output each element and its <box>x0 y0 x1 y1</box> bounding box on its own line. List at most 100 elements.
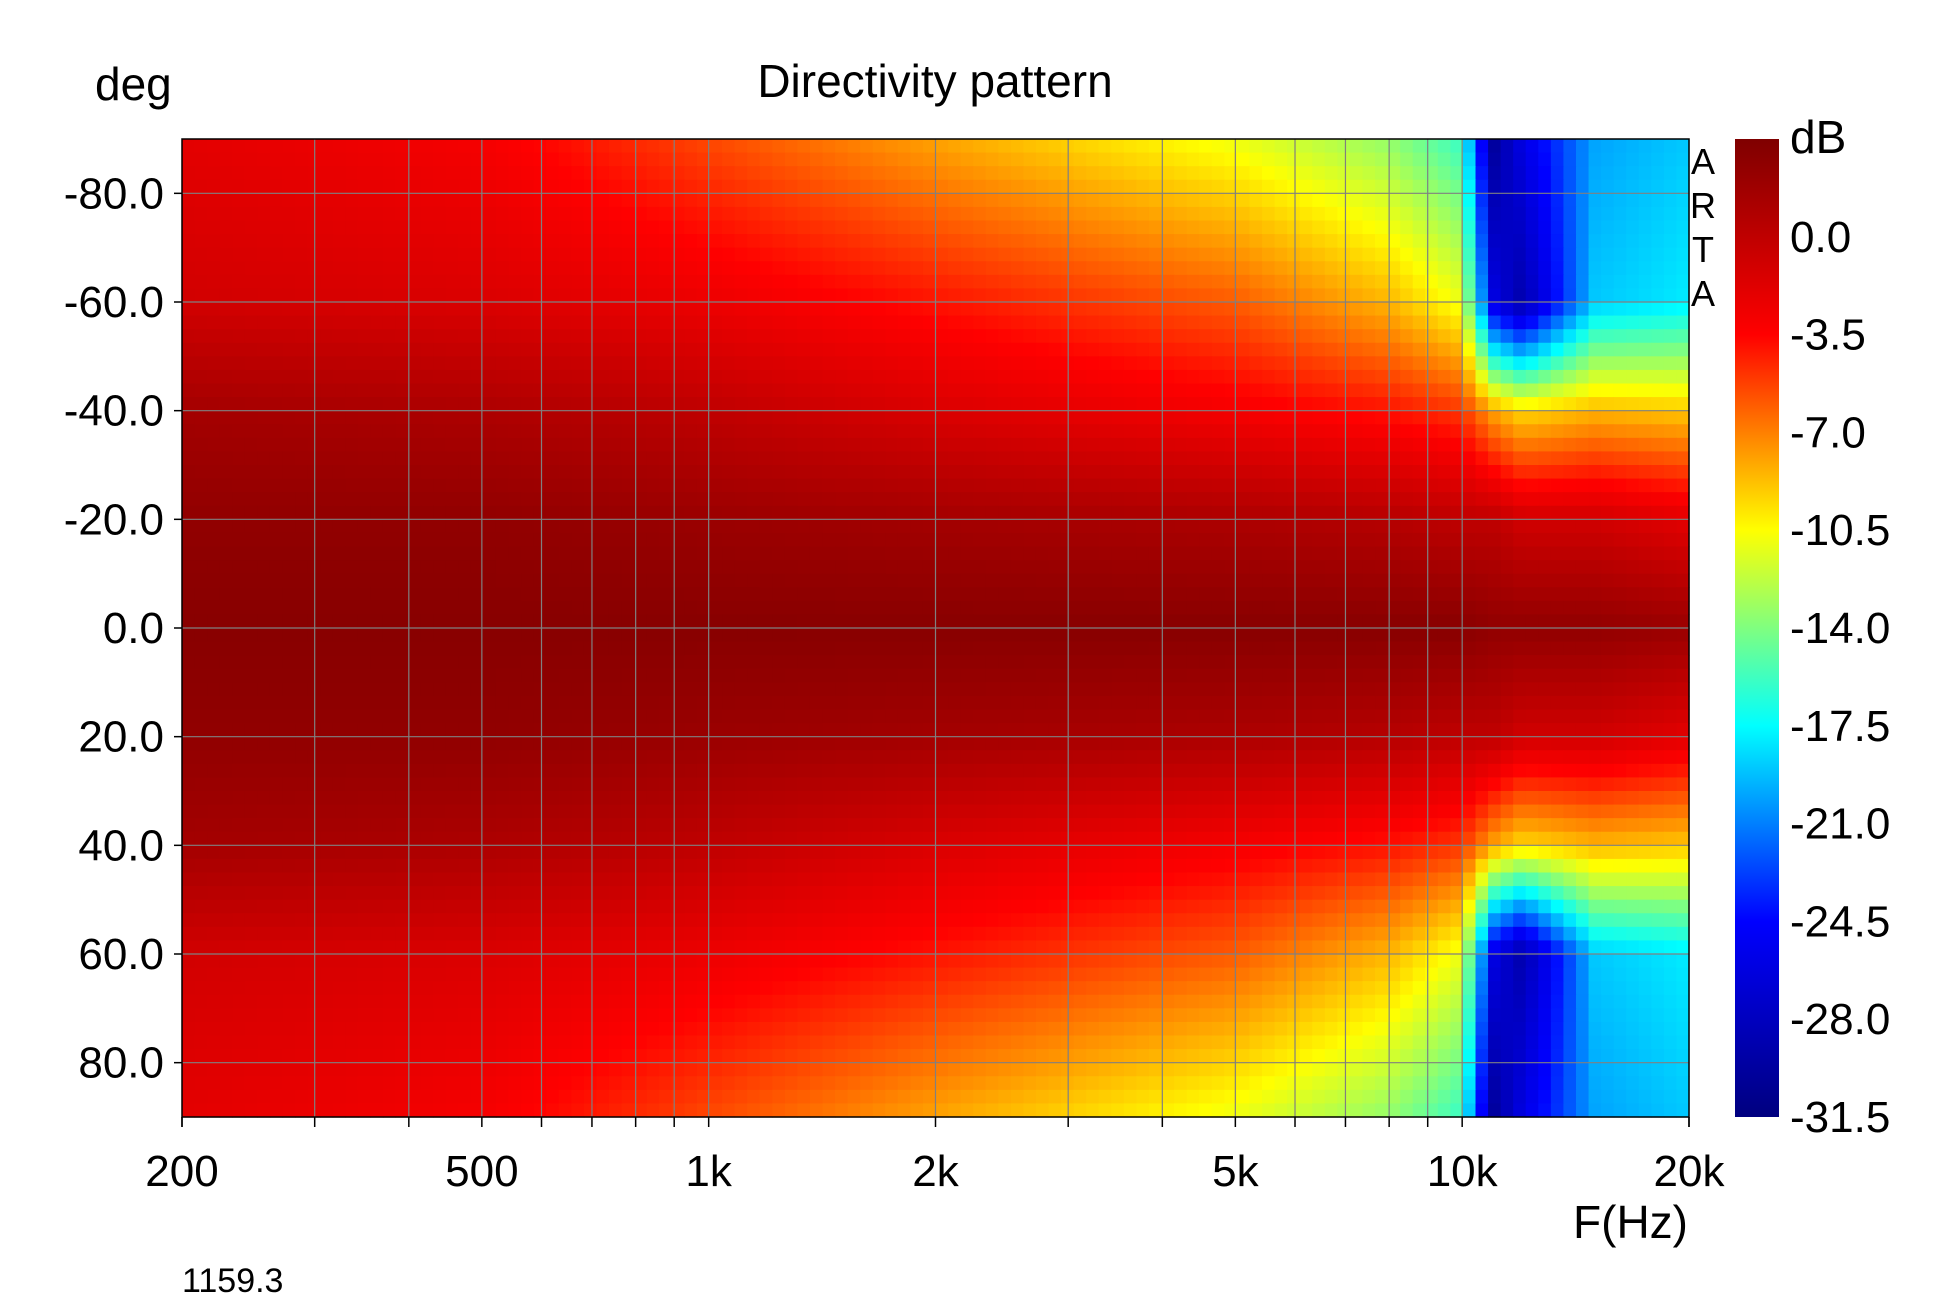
heatmap-cell <box>1601 614 1615 629</box>
heatmap-cell <box>244 206 258 222</box>
heatmap-cell <box>709 302 723 317</box>
heatmap-cell <box>1274 261 1288 276</box>
heatmap-cell <box>608 519 623 534</box>
heatmap-cell <box>1136 424 1150 439</box>
heatmap-cell <box>1287 206 1301 222</box>
heatmap-cell <box>1349 437 1364 453</box>
heatmap-cell <box>1550 614 1565 629</box>
heatmap-cell <box>1575 274 1590 290</box>
heatmap-cell <box>1023 655 1037 670</box>
heatmap-cell <box>1148 193 1163 208</box>
heatmap-cell <box>257 410 271 425</box>
heatmap-cell <box>370 193 384 208</box>
heatmap-cell <box>772 302 786 317</box>
heatmap-cell <box>1274 166 1288 181</box>
heatmap-cell <box>1324 465 1338 480</box>
heatmap-cell <box>1262 383 1276 398</box>
heatmap-cell <box>1010 614 1025 629</box>
heatmap-cell <box>1601 139 1615 154</box>
heatmap-cell <box>709 166 723 181</box>
heatmap-cell <box>1174 342 1188 357</box>
heatmap-cell <box>370 152 384 167</box>
heatmap-cell <box>533 478 547 493</box>
heatmap-cell <box>207 451 221 466</box>
heatmap-cell <box>1638 315 1652 330</box>
heatmap-cell <box>408 356 422 371</box>
heatmap-cell <box>948 695 962 711</box>
heatmap-cell <box>1035 383 1050 398</box>
heatmap-cell <box>269 451 284 466</box>
heatmap-cell <box>1651 546 1665 561</box>
heatmap-cell <box>696 451 711 466</box>
heatmap-cell <box>244 437 258 453</box>
heatmap-cell <box>1324 492 1338 507</box>
heatmap-cell <box>1073 655 1087 670</box>
heatmap-cell <box>1538 668 1552 683</box>
heatmap-cell <box>835 628 849 643</box>
heatmap-cell <box>1387 655 1401 670</box>
heatmap-cell <box>1663 288 1678 303</box>
heatmap-cell <box>935 668 949 683</box>
heatmap-cell <box>1337 505 1351 520</box>
heatmap-cell <box>998 505 1012 520</box>
heatmap-cell <box>1262 573 1276 588</box>
heatmap-cell <box>973 302 987 317</box>
heatmap-cell <box>596 532 610 548</box>
heatmap-cell <box>772 614 786 629</box>
heatmap-area <box>182 139 1690 1118</box>
heatmap-cell <box>269 261 284 276</box>
heatmap-cell <box>257 234 271 249</box>
heatmap-cell <box>558 424 572 439</box>
heatmap-cell <box>985 234 999 249</box>
heatmap-cell <box>671 397 685 412</box>
heatmap-cell <box>1048 329 1062 344</box>
heatmap-cell <box>1249 682 1263 697</box>
heatmap-cell <box>1161 369 1175 385</box>
heatmap-cell <box>722 274 736 290</box>
heatmap-cell <box>671 302 685 317</box>
heatmap-cell <box>985 315 999 330</box>
heatmap-cell <box>973 288 987 303</box>
heatmap-cell <box>684 600 698 616</box>
heatmap-cell <box>1148 234 1163 249</box>
heatmap-cell <box>1462 668 1477 683</box>
heatmap-cell <box>1324 166 1338 181</box>
heatmap-cell <box>596 247 610 262</box>
heatmap-cell <box>194 166 208 181</box>
heatmap-cell <box>1663 274 1678 290</box>
heatmap-cell <box>822 695 836 711</box>
heatmap-cell <box>1023 451 1037 466</box>
heatmap-cell <box>357 342 371 357</box>
heatmap-cell <box>1626 274 1640 290</box>
heatmap-cell <box>659 139 673 154</box>
heatmap-cell <box>182 220 196 235</box>
heatmap-cell <box>395 220 409 235</box>
heatmap-cell <box>232 139 246 154</box>
heatmap-cell <box>357 628 371 643</box>
heatmap-cell <box>257 193 271 208</box>
heatmap-cell <box>433 560 447 575</box>
heatmap-cell <box>1111 342 1125 357</box>
heatmap-cell <box>973 695 987 711</box>
heatmap-cell <box>985 369 999 385</box>
heatmap-cell <box>1425 288 1439 303</box>
heatmap-cell <box>1488 329 1502 344</box>
heatmap-cell <box>1450 261 1464 276</box>
heatmap-cell <box>1111 261 1125 276</box>
heatmap-cell <box>483 247 497 262</box>
heatmap-cell <box>244 261 258 276</box>
heatmap-cell <box>470 532 484 548</box>
heatmap-cell <box>1626 492 1640 507</box>
heatmap-cell <box>1010 532 1025 548</box>
heatmap-cell <box>1676 410 1690 425</box>
heatmap-cell <box>1111 424 1125 439</box>
heatmap-cell <box>872 695 886 711</box>
heatmap-cell <box>1575 532 1590 548</box>
heatmap-cell <box>1148 682 1163 697</box>
heatmap-cell <box>1663 166 1678 181</box>
heatmap-cell <box>696 532 711 548</box>
heatmap-cell <box>621 505 635 520</box>
heatmap-cell <box>985 587 999 602</box>
heatmap-cell <box>784 628 798 643</box>
heatmap-cell <box>470 410 484 425</box>
